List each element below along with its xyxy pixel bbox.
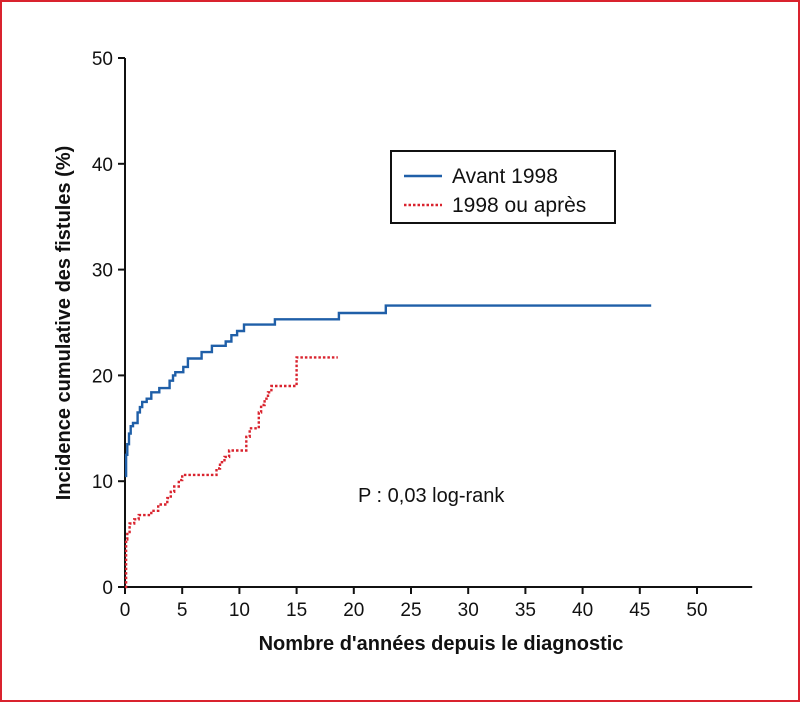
y-tick-label: 50 bbox=[92, 49, 113, 70]
x-tick-label: 5 bbox=[177, 600, 188, 621]
x-tick-label: 20 bbox=[343, 600, 364, 621]
x-tick-label: 30 bbox=[458, 600, 479, 621]
y-tick-label: 0 bbox=[102, 578, 113, 599]
x-tick-label: 50 bbox=[686, 600, 707, 621]
y-tick-label: 10 bbox=[92, 472, 113, 493]
y-tick-label: 30 bbox=[92, 261, 113, 282]
y-tick-label: 20 bbox=[92, 366, 113, 387]
series-line-0 bbox=[124, 304, 652, 478]
x-axis-title: Nombre d'années depuis le diagnostic bbox=[259, 633, 624, 655]
legend-label-1998-ou-apres: 1998 ou après bbox=[452, 194, 586, 217]
x-tick-label: 35 bbox=[515, 600, 536, 621]
x-tick-label: 40 bbox=[572, 600, 593, 621]
legend: Avant 1998 1998 ou après bbox=[390, 150, 616, 224]
x-tick-label: 10 bbox=[229, 600, 250, 621]
legend-label-avant-1998: Avant 1998 bbox=[452, 165, 558, 188]
x-tick-label: 15 bbox=[286, 600, 307, 621]
p-value-annotation: P : 0,03 log-rank bbox=[358, 485, 505, 507]
series-line-1 bbox=[124, 356, 338, 589]
x-tick-label: 25 bbox=[400, 600, 421, 621]
x-tick-label: 0 bbox=[120, 600, 131, 621]
series-layer bbox=[124, 304, 652, 589]
y-tick-label: 40 bbox=[92, 155, 113, 176]
axes: 0 5 10 15 20 25 30 35 40 45 50 0 10 20 30 40 50 bbox=[92, 49, 753, 621]
y-axis-title: Incidence cumulative des fistules (%) bbox=[53, 146, 75, 501]
legend-box bbox=[390, 150, 616, 224]
x-tick-label: 45 bbox=[629, 600, 650, 621]
